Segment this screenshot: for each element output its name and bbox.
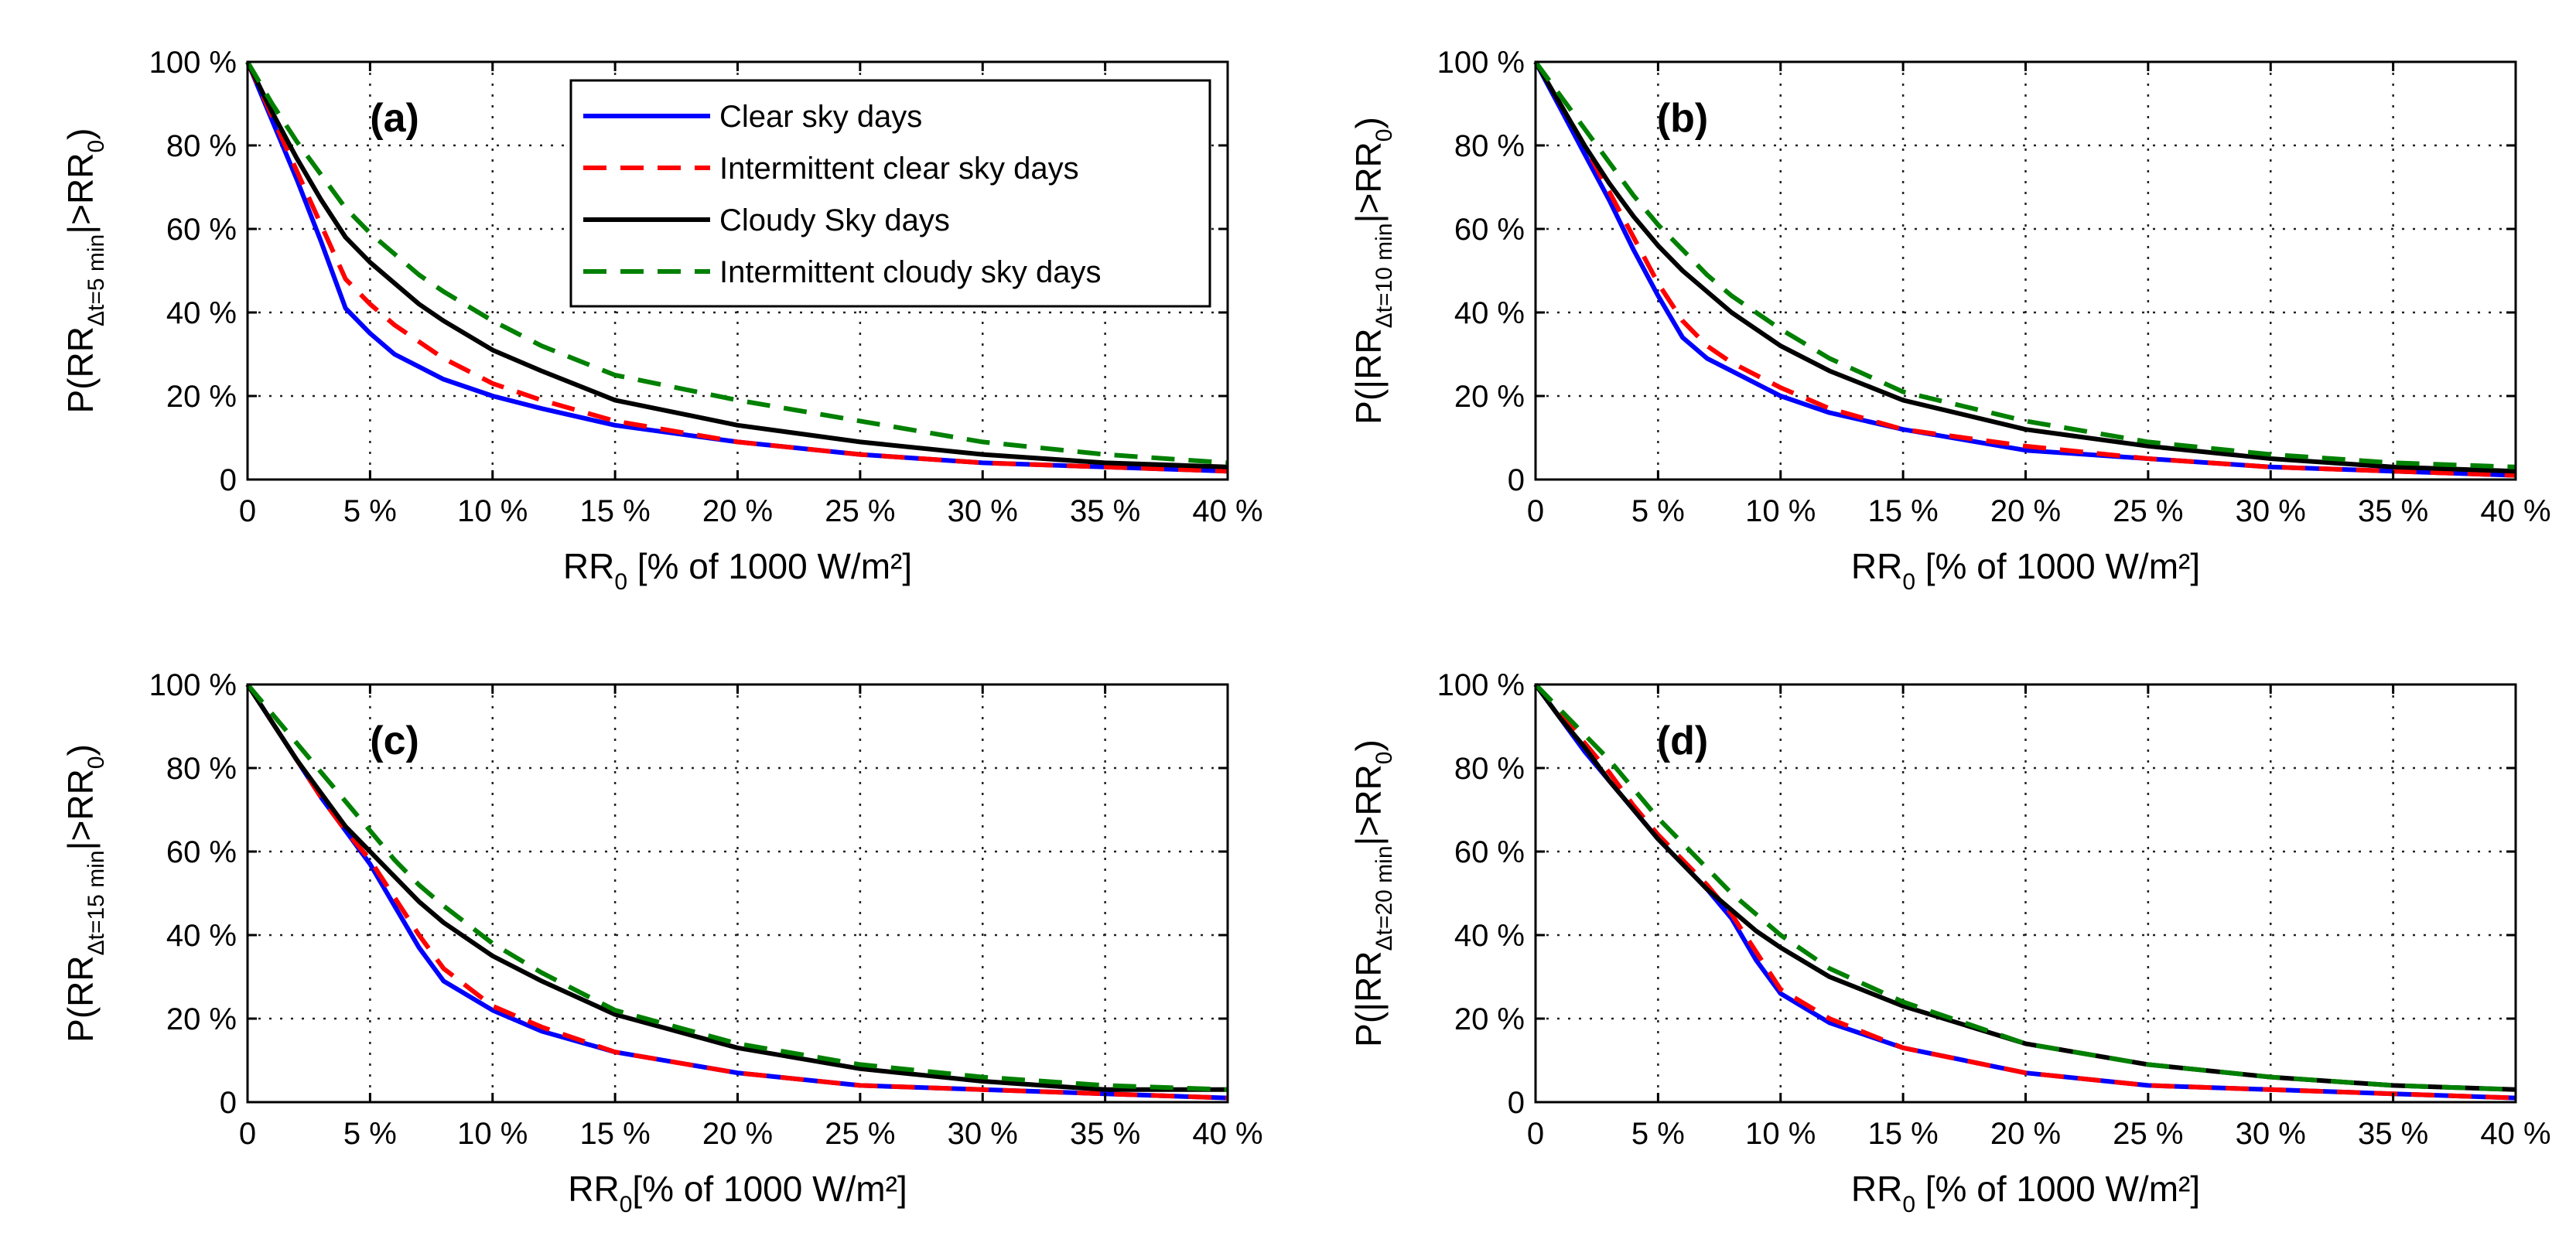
legend-label-cloudy: Cloudy Sky days	[719, 203, 950, 237]
y-tick-label: 60 %	[166, 835, 237, 869]
y-tick-label: 60 %	[1454, 835, 1525, 869]
x-tick-label: 40 %	[2480, 494, 2550, 528]
y-axis-title: P(RRΔt=15 min|>RR0)	[60, 744, 109, 1043]
y-tick-label: 100 %	[1437, 46, 1525, 80]
x-tick-label: 10 %	[457, 1117, 528, 1151]
y-tick-label: 20 %	[1454, 380, 1525, 414]
x-tick-label: 15 %	[580, 494, 651, 528]
x-tick-label: 35 %	[2358, 1117, 2428, 1151]
y-tick-label: 80 %	[166, 752, 237, 786]
x-tick-label: 40 %	[1192, 1117, 1262, 1151]
y-tick-label: 80 %	[166, 129, 237, 163]
x-tick-label: 20 %	[702, 494, 773, 528]
x-tick-label: 40 %	[2480, 1117, 2550, 1151]
x-tick-label: 0	[239, 494, 256, 528]
y-tick-label: 80 %	[1454, 129, 1525, 163]
x-tick-label: 30 %	[2236, 1117, 2306, 1151]
x-tick-label: 0	[1527, 1117, 1544, 1151]
panel-label-b: (b)	[1657, 96, 1708, 141]
x-tick-label: 25 %	[2113, 494, 2183, 528]
y-tick-label: 20 %	[166, 1002, 237, 1036]
y-axis-title: P(|RRΔt=20 min|>RR0)	[1348, 739, 1397, 1047]
x-tick-label: 5 %	[1631, 494, 1685, 528]
series-line-intermittent-clear	[1533, 683, 2516, 1101]
x-axis-title: RR0 [% of 1000 W/m²]	[563, 546, 912, 595]
y-tick-label: 40 %	[166, 296, 237, 330]
y-tick-label: 100 %	[1437, 668, 1525, 702]
legend-label-intermittent-cloudy: Intermittent cloudy sky days	[719, 255, 1102, 289]
x-axis-title: RR0 [% of 1000 W/m²]	[1851, 1169, 2200, 1217]
x-tick-label: 15 %	[580, 1117, 651, 1151]
series-line-intermittent-clear	[245, 60, 1228, 474]
subplot-d: 0 5 % 10 % 15 % 20 % 25 % 30 % 35 % 40 % 0 20 % 40 …	[1348, 668, 2551, 1217]
x-tick-label: 35 %	[2358, 494, 2428, 528]
y-tick-label: 20 %	[166, 380, 237, 414]
y-tick-label: 40 %	[1454, 296, 1525, 330]
x-axis-title: RR0[% of 1000 W/m²]	[568, 1169, 907, 1217]
x-tick-label: 30 %	[948, 1117, 1018, 1151]
x-tick-label: 30 %	[2236, 494, 2306, 528]
x-tick-label: 5 %	[1631, 1117, 1685, 1151]
x-tick-label: 10 %	[1745, 1117, 1816, 1151]
x-tick-label: 0	[1527, 494, 1544, 528]
subplot-c: 0 5 % 10 % 15 % 20 % 25 % 30 % 35 % 40 % 0 20 % 40 …	[60, 668, 1263, 1217]
x-tick-label: 25 %	[825, 494, 895, 528]
x-tick-label: 5 %	[343, 1117, 397, 1151]
x-tick-label: 30 %	[948, 494, 1018, 528]
x-tick-label: 35 %	[1070, 1117, 1140, 1151]
series-line-intermittent-cloudy	[1533, 60, 2516, 469]
y-tick-label: 0	[220, 1086, 237, 1120]
y-tick-label: 100 %	[149, 668, 237, 702]
series-line-intermittent-cloudy	[245, 683, 1228, 1092]
series-line-cloudy	[245, 60, 1228, 469]
x-tick-label: 35 %	[1070, 494, 1140, 528]
x-tick-label: 40 %	[1192, 494, 1262, 528]
x-tick-label: 20 %	[1990, 494, 2061, 528]
x-tick-label: 10 %	[1745, 494, 1816, 528]
x-tick-label: 0	[239, 1117, 256, 1151]
y-tick-label: 60 %	[166, 213, 237, 247]
series-line-cloudy	[1533, 60, 2516, 474]
panel-label-c: (c)	[370, 719, 419, 763]
y-tick-label: 60 %	[1454, 213, 1525, 247]
x-tick-label: 20 %	[702, 1117, 773, 1151]
series-line-intermittent-clear	[1533, 60, 2516, 478]
y-axis-title: P(|RRΔt=10 min|>RR0)	[1348, 117, 1397, 425]
y-tick-label: 0	[1508, 1086, 1525, 1120]
y-tick-label: 40 %	[1454, 919, 1525, 953]
subplot-b: 0 5 % 10 % 15 % 20 % 25 % 30 % 35 % 40 % 0 20 % 40 …	[1348, 46, 2551, 595]
legend-label-clear: Clear sky days	[719, 100, 922, 134]
series-line-intermittent-cloudy	[245, 60, 1228, 466]
x-axis-title: RR0 [% of 1000 W/m²]	[1851, 546, 2200, 595]
x-tick-label: 25 %	[825, 1117, 895, 1151]
x-tick-label: 15 %	[1868, 1117, 1939, 1151]
y-axis-title: P(RRΔt=5 min|>RR0)	[60, 128, 109, 414]
x-tick-label: 5 %	[343, 494, 397, 528]
y-tick-label: 80 %	[1454, 752, 1525, 786]
legend: Clear sky days Intermittent clear sky day…	[569, 79, 1211, 308]
x-tick-label: 10 %	[457, 494, 528, 528]
y-tick-label: 100 %	[149, 46, 237, 80]
y-tick-label: 0	[220, 463, 237, 497]
panel-label-a: (a)	[370, 96, 419, 141]
y-tick-label: 40 %	[166, 919, 237, 953]
legend-label-intermittent-clear: Intermittent clear sky days	[719, 152, 1079, 186]
x-tick-label: 15 %	[1868, 494, 1939, 528]
x-tick-label: 25 %	[2113, 1117, 2183, 1151]
y-tick-label: 20 %	[1454, 1002, 1525, 1036]
x-tick-label: 20 %	[1990, 1117, 2061, 1151]
series-line-cloudy	[245, 683, 1228, 1092]
series-line-intermittent-cloudy	[1533, 682, 2516, 1092]
panel-label-d: (d)	[1657, 719, 1708, 763]
y-tick-label: 0	[1508, 463, 1525, 497]
